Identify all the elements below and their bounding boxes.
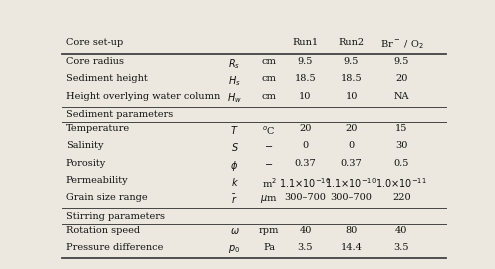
Text: 0: 0 bbox=[348, 141, 354, 150]
Text: 18.5: 18.5 bbox=[341, 74, 362, 83]
Text: Run2: Run2 bbox=[339, 38, 365, 48]
Text: 18.5: 18.5 bbox=[295, 74, 316, 83]
Text: NA: NA bbox=[394, 91, 409, 101]
Text: $-$: $-$ bbox=[264, 158, 274, 168]
Text: $H_w$: $H_w$ bbox=[227, 91, 242, 105]
Text: 0: 0 bbox=[302, 141, 308, 150]
Text: Core radius: Core radius bbox=[66, 57, 124, 66]
Text: 15: 15 bbox=[395, 124, 407, 133]
Text: 40: 40 bbox=[299, 226, 312, 235]
Text: Porosity: Porosity bbox=[66, 158, 106, 168]
Text: $\mu$m: $\mu$m bbox=[260, 193, 278, 205]
Text: m$^2$: m$^2$ bbox=[261, 176, 277, 190]
Text: $p_0$: $p_0$ bbox=[229, 243, 241, 255]
Text: Grain size range: Grain size range bbox=[66, 193, 148, 202]
Text: $\phi$: $\phi$ bbox=[231, 158, 239, 172]
Text: $-$: $-$ bbox=[264, 141, 274, 150]
Text: Salinity: Salinity bbox=[66, 141, 103, 150]
Text: Br$^-$ / O$_2$: Br$^-$ / O$_2$ bbox=[380, 38, 423, 51]
Text: 0.5: 0.5 bbox=[394, 158, 409, 168]
Text: 20: 20 bbox=[395, 74, 407, 83]
Text: 20: 20 bbox=[299, 124, 312, 133]
Text: cm: cm bbox=[261, 91, 277, 101]
Text: rpm: rpm bbox=[259, 226, 279, 235]
Text: 14.4: 14.4 bbox=[341, 243, 362, 252]
Text: Temperature: Temperature bbox=[66, 124, 130, 133]
Text: $1.1{\times}10^{-10}$: $1.1{\times}10^{-10}$ bbox=[325, 176, 378, 190]
Text: 0.37: 0.37 bbox=[341, 158, 362, 168]
Text: $S$: $S$ bbox=[231, 141, 239, 153]
Text: 3.5: 3.5 bbox=[297, 243, 313, 252]
Text: $\omega$: $\omega$ bbox=[230, 226, 240, 236]
Text: $1.0{\times}10^{-11}$: $1.0{\times}10^{-11}$ bbox=[375, 176, 427, 190]
Text: Rotation speed: Rotation speed bbox=[66, 226, 140, 235]
Text: 220: 220 bbox=[392, 193, 411, 202]
Text: $1.1{\times}10^{-10}$: $1.1{\times}10^{-10}$ bbox=[279, 176, 332, 190]
Text: 9.5: 9.5 bbox=[298, 57, 313, 66]
Text: $T$: $T$ bbox=[230, 124, 239, 136]
Text: 30: 30 bbox=[395, 141, 407, 150]
Text: 0.37: 0.37 bbox=[295, 158, 316, 168]
Text: 9.5: 9.5 bbox=[394, 57, 409, 66]
Text: cm: cm bbox=[261, 74, 277, 83]
Text: Pressure difference: Pressure difference bbox=[66, 243, 163, 252]
Text: 20: 20 bbox=[346, 124, 358, 133]
Text: $H_s$: $H_s$ bbox=[228, 74, 241, 88]
Text: Pa: Pa bbox=[263, 243, 275, 252]
Text: $\bar{r}$: $\bar{r}$ bbox=[231, 193, 238, 206]
Text: 3.5: 3.5 bbox=[394, 243, 409, 252]
Text: cm: cm bbox=[261, 57, 277, 66]
Text: 9.5: 9.5 bbox=[344, 57, 359, 66]
Text: 300–700: 300–700 bbox=[331, 193, 372, 202]
Text: Sediment height: Sediment height bbox=[66, 74, 148, 83]
Text: Height overlying water column: Height overlying water column bbox=[66, 91, 220, 101]
Text: $^o$C: $^o$C bbox=[262, 124, 276, 137]
Text: Run1: Run1 bbox=[293, 38, 319, 48]
Text: 10: 10 bbox=[299, 91, 312, 101]
Text: 10: 10 bbox=[346, 91, 358, 101]
Text: $R_s$: $R_s$ bbox=[228, 57, 241, 71]
Text: 300–700: 300–700 bbox=[285, 193, 326, 202]
Text: Permeability: Permeability bbox=[66, 176, 128, 185]
Text: 80: 80 bbox=[346, 226, 357, 235]
Text: Sediment parameters: Sediment parameters bbox=[66, 110, 173, 119]
Text: $k$: $k$ bbox=[231, 176, 239, 188]
Text: Core set-up: Core set-up bbox=[66, 38, 123, 48]
Text: 40: 40 bbox=[395, 226, 407, 235]
Text: Stirring parameters: Stirring parameters bbox=[66, 211, 165, 221]
